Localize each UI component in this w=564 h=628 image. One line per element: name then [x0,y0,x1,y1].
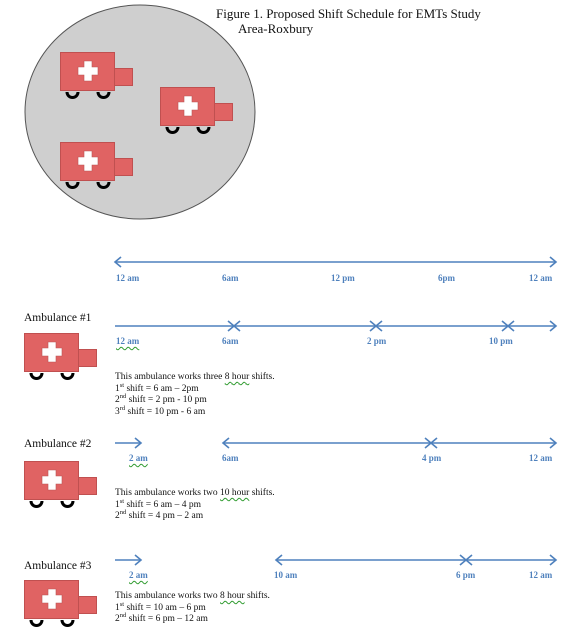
amb3-shift-1: 1st shift = 10 am – 6 pm [115,600,206,613]
amb1-segment-3 [374,320,510,332]
amb3-tick-3: 12 am [529,570,553,580]
amb2-tick-0: 2 am [129,453,148,463]
amb3-segment-1 [115,554,143,566]
ambulance-3-label: Ambulance #3 [24,560,92,572]
circle-ambulance-icon-2 [160,87,233,134]
amb3-tick-1: 10 am [274,570,298,580]
amb2-segment-1 [115,437,143,449]
ambulance-2-icon [24,461,97,508]
ref-tick-0: 12 am [116,273,140,283]
amb3-tick-2: 6 pm [456,570,476,580]
amb1-shift-2: 2nd shift = 2 pm - 10 pm [115,392,207,405]
amb2-tick-2: 4 pm [422,453,442,463]
amb1-shift-3: 3rd shift = 10 pm - 6 am [115,404,206,417]
ambulance-1-description: This ambulance works three 8 hour shifts… [115,372,275,417]
amb3-shift-2: 2nd shift = 6 pm – 12 am [115,611,208,624]
figure-title-line2: Area-Roxbury [238,21,314,36]
ambulance-3-description: This ambulance works two 8 hour shifts. … [115,591,270,624]
amb3-segment-2 [274,554,468,566]
amb1-tick-2: 2 pm [367,336,387,346]
ref-tick-2: 12 pm [331,273,355,283]
figure-title-line1: Figure 1. Proposed Shift Schedule for EM… [216,6,481,21]
amb2-segment-3 [429,437,558,449]
ref-tick-3: 6pm [438,273,456,283]
ambulance-1-label: Ambulance #1 [24,312,92,324]
ref-tick-1: 6am [222,273,239,283]
ambulance-2-description: This ambulance works two 10 hour shifts.… [115,488,275,521]
amb2-shift-1: 1st shift = 6 am – 4 pm [115,497,201,510]
amb1-tick-3: 10 pm [489,336,513,346]
ambulance-2-label: Ambulance #2 [24,438,92,450]
amb2-shift-2: 2nd shift = 4 pm – 2 am [115,508,204,521]
ref-tick-4: 12 am [529,273,553,283]
reference-timeline-arrow [113,256,558,268]
amb1-tick-0: 12 am [116,336,140,346]
circle-ambulance-icon-3 [60,142,133,189]
circle-ambulance-icon-1 [60,52,133,99]
ambulance-3-icon [24,580,97,627]
amb1-shift-1: 1st shift = 6 am – 2pm [115,381,199,394]
amb3-segment-3 [464,554,558,566]
amb1-segment-4 [506,320,558,332]
amb1-segment-2 [232,320,378,332]
amb2-segment-2 [221,437,433,449]
amb1-segment-1 [115,320,236,332]
ambulance-1-icon [24,333,97,380]
figure-title: Figure 1. Proposed Shift Schedule for EM… [216,6,481,36]
amb2-tick-1: 6am [222,453,239,463]
amb1-tick-1: 6am [222,336,239,346]
amb3-tick-0: 2 am [129,570,148,580]
amb2-tick-3: 12 am [529,453,553,463]
